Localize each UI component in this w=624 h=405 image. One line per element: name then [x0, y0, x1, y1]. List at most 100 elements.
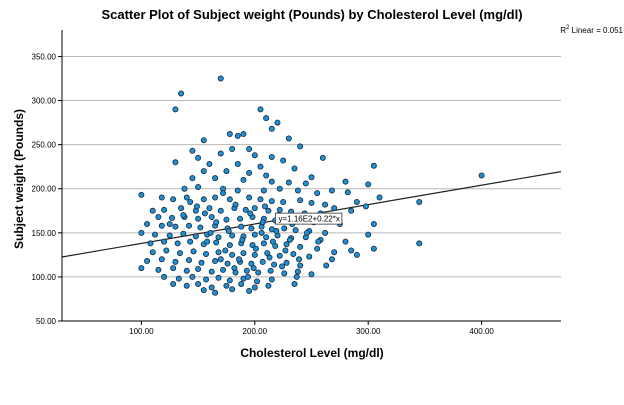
scatter-point — [170, 265, 177, 272]
scatter-point — [217, 150, 224, 157]
scatter-point — [251, 231, 258, 238]
scatter-point — [207, 229, 214, 236]
scatter-point — [203, 276, 210, 283]
scatter-point — [342, 238, 349, 245]
scatter-point — [180, 212, 187, 219]
scatter-point — [370, 245, 377, 252]
scatter-point — [215, 234, 222, 241]
scatter-point — [303, 229, 310, 236]
scatter-point — [195, 265, 202, 272]
axes-layer — [61, 30, 561, 322]
scatter-point — [193, 203, 200, 210]
scatter-point — [344, 189, 351, 196]
scatter-point — [161, 238, 168, 245]
scatter-point — [223, 216, 230, 223]
scatter-point — [365, 231, 372, 238]
scatter-point — [147, 240, 154, 247]
scatter-point — [195, 215, 202, 222]
scatter-point — [144, 258, 151, 265]
scatter-point — [296, 256, 303, 263]
scatter-point — [195, 280, 202, 287]
scatter-point — [213, 239, 220, 246]
scatter-point — [251, 284, 258, 291]
scatter-point — [259, 219, 266, 226]
scatter-point — [238, 223, 245, 230]
scatter-point — [242, 206, 249, 213]
equation-layer: y=1.16E2+0.22*x — [275, 212, 343, 225]
scatter-point — [235, 256, 242, 263]
scatter-point — [149, 207, 156, 214]
scatter-point — [294, 268, 301, 275]
scatter-point — [291, 165, 298, 172]
scatter-point — [226, 242, 233, 249]
scatter-point — [189, 147, 196, 154]
scatter-point — [250, 265, 257, 272]
scatter-point — [215, 274, 222, 281]
scatter-point — [281, 270, 288, 277]
scatter-point — [314, 190, 321, 197]
scatter-point — [234, 187, 241, 194]
scatter-point — [208, 213, 215, 220]
scatter-point — [257, 196, 264, 203]
scatter-point — [365, 181, 372, 188]
scatter-point — [238, 280, 245, 287]
scatter-point — [178, 205, 185, 212]
scatter-point — [306, 253, 313, 260]
scatter-point — [138, 229, 145, 236]
scatter-point — [217, 256, 224, 263]
scatter-point — [208, 284, 215, 291]
scatter-point — [297, 143, 304, 150]
scatter-point — [267, 267, 274, 274]
y-tick-label: 50.00 — [36, 317, 57, 326]
scatter-point — [331, 205, 338, 212]
scatter-point — [172, 258, 179, 265]
scatter-point — [229, 251, 236, 258]
scatter-point — [290, 250, 297, 257]
scatter-point — [151, 231, 158, 238]
scatter-point — [251, 152, 258, 159]
scatter-point — [232, 201, 239, 208]
equation-box — [275, 212, 343, 225]
scatter-point — [308, 271, 315, 278]
scatter-point — [172, 159, 179, 166]
scatter-point — [158, 194, 165, 201]
scatter-point — [186, 257, 193, 264]
scatter-point — [248, 225, 255, 232]
scatter-point — [258, 229, 265, 236]
scatter-point — [251, 205, 258, 212]
scatter-point — [240, 250, 247, 257]
scatter-point — [268, 125, 275, 132]
r2-label: R2 Linear = 0.051 — [560, 25, 623, 35]
scatter-point — [293, 273, 300, 280]
scatter-point — [274, 119, 281, 126]
scatter-point — [195, 154, 202, 161]
scatter-point — [183, 282, 190, 289]
scatter-point — [212, 194, 219, 201]
scatter-point — [285, 135, 292, 142]
scatter-point — [263, 234, 270, 241]
scatter-point — [315, 238, 322, 245]
scatter-point — [260, 187, 267, 194]
scatter-point — [265, 207, 272, 214]
scatter-point — [328, 256, 335, 263]
scatter-point — [187, 198, 194, 205]
scatter-point — [176, 250, 183, 257]
scatter-point — [200, 287, 207, 294]
scatter-point — [138, 191, 145, 198]
scatter-point — [268, 198, 275, 205]
scatter-point — [229, 146, 236, 153]
scatter-point — [276, 252, 283, 259]
scatter-point — [276, 185, 283, 192]
scatter-point — [166, 220, 173, 227]
scatter-point — [302, 180, 309, 187]
scatter-point — [283, 259, 290, 266]
scatter-point — [322, 229, 329, 236]
scatter-point — [328, 187, 335, 194]
scatter-point — [223, 282, 230, 289]
scatter-point — [342, 178, 349, 185]
scatter-point — [319, 154, 326, 161]
scatter-point — [323, 262, 330, 269]
x-tick-label: 300.00 — [356, 327, 381, 336]
scatter-point — [308, 174, 315, 181]
